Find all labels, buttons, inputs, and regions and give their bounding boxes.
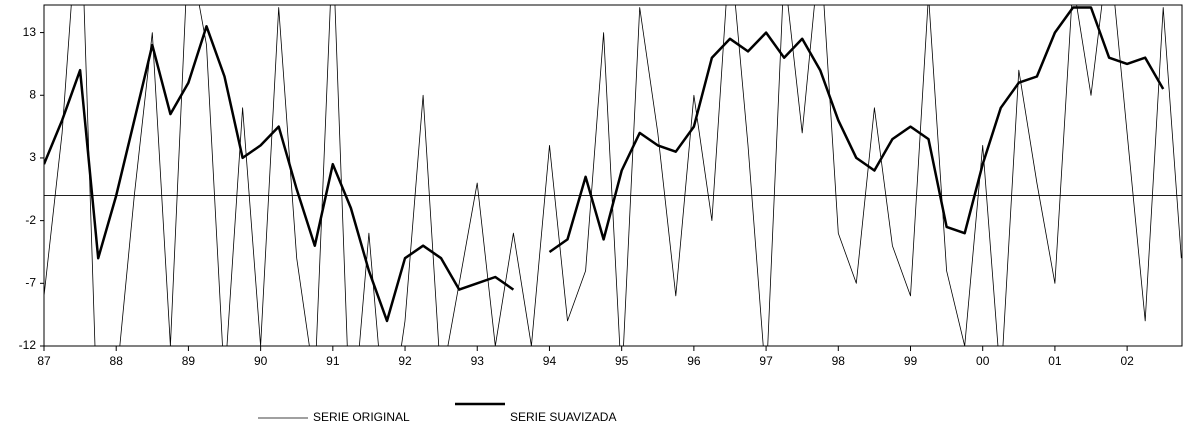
x-tick-label: 01 bbox=[1048, 354, 1062, 368]
y-tick-label: 13 bbox=[23, 25, 37, 39]
plot-frame bbox=[43, 4, 1183, 347]
x-tick-label: 98 bbox=[832, 354, 846, 368]
x-tick-label: 93 bbox=[471, 354, 485, 368]
x-tick-label: 00 bbox=[976, 354, 990, 368]
series-line bbox=[44, 5, 1182, 346]
y-tick-label: 8 bbox=[29, 87, 36, 101]
x-tick-label: 02 bbox=[1120, 354, 1134, 368]
x-tick-label: 97 bbox=[759, 354, 773, 368]
y-tick-label: -12 bbox=[19, 338, 37, 352]
x-tick-label: 95 bbox=[615, 354, 629, 368]
y-tick-label: 3 bbox=[29, 150, 36, 164]
x-tick-label: 99 bbox=[904, 354, 918, 368]
x-tick-label: 90 bbox=[254, 354, 268, 368]
x-tick-label: 96 bbox=[687, 354, 701, 368]
legend-label: SERIE SUAVIZADA bbox=[510, 410, 616, 424]
x-tick-label: 89 bbox=[182, 354, 196, 368]
x-tick-label: 87 bbox=[37, 354, 51, 368]
y-tick-label: -7 bbox=[25, 275, 36, 289]
x-tick-label: 91 bbox=[326, 354, 340, 368]
x-tick-label: 92 bbox=[398, 354, 412, 368]
legend-label: SERIE ORIGINAL bbox=[313, 410, 410, 424]
plot-lines bbox=[44, 5, 1182, 346]
series-line bbox=[44, 6, 1165, 323]
y-tick-label: -2 bbox=[25, 213, 36, 227]
x-tick-label: 88 bbox=[110, 354, 124, 368]
x-tick-label: 94 bbox=[543, 354, 557, 368]
